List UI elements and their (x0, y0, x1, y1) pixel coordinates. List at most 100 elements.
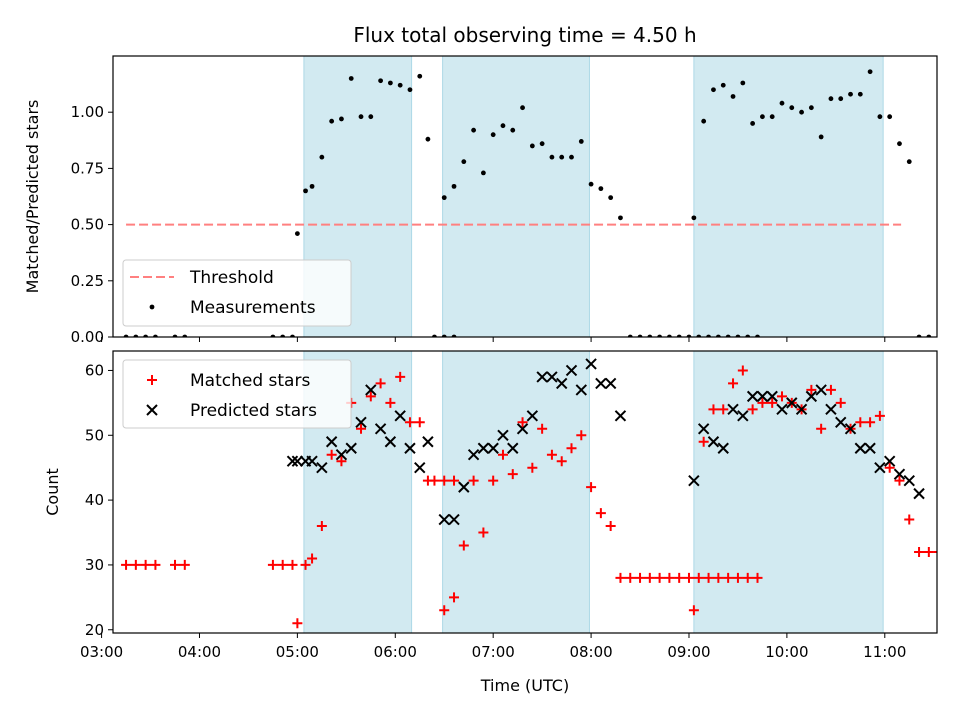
matched-star-point (644, 572, 655, 583)
matched-star-point (439, 475, 450, 486)
measurement-point (730, 94, 736, 99)
measurement-point (887, 114, 893, 120)
matched-star-point (718, 404, 729, 415)
predicted-star-point (825, 403, 837, 416)
measurement-point (397, 82, 403, 88)
measurement-point (329, 118, 335, 124)
measurement-point (740, 80, 746, 86)
predicted-star-point (756, 390, 769, 403)
measurement-point (618, 215, 623, 221)
observing-band (442, 351, 590, 633)
y-tick-label: 0.00 (71, 328, 104, 346)
legend-measurement-label: Measurements (190, 298, 316, 318)
matched-star-point (527, 462, 538, 473)
y-axis-label: Count (43, 468, 62, 516)
axes-frame (112, 55, 938, 338)
x-tick-label: 07:00 (472, 643, 515, 661)
matched-star-point (737, 365, 748, 376)
matched-star-point (517, 417, 528, 428)
matched-star-point (326, 449, 337, 460)
y-tick-label: 40 (85, 491, 104, 509)
matched-star-point (478, 527, 489, 538)
measurement-point (779, 100, 785, 106)
predicted-star-point (526, 410, 539, 422)
plot-area (121, 351, 937, 633)
matched-star-point (267, 559, 278, 570)
matched-star-point (865, 417, 876, 428)
measurement-point (818, 134, 824, 140)
legend: Matched stars Predicted stars (122, 359, 352, 429)
measurement-point (425, 136, 431, 142)
matched-star-point (375, 378, 386, 389)
matched-star-point (914, 546, 925, 557)
legend-matched-label: Matched stars (190, 371, 310, 391)
plot-area (123, 56, 932, 337)
observing-band (693, 351, 884, 633)
matched-star-point (449, 592, 460, 603)
y-tick-label: 0.75 (71, 159, 104, 177)
measurement-point (701, 118, 707, 124)
matched-star-point (806, 384, 817, 395)
matched-star-point (664, 572, 675, 583)
predicted-star-point (595, 377, 607, 390)
matched-star-point (130, 559, 141, 570)
matched-star-point (742, 572, 753, 583)
predicted-star-point (707, 436, 720, 448)
x-tick-label: 09:00 (667, 643, 710, 661)
matched-star-point (615, 572, 626, 583)
matched-star-point (698, 436, 709, 447)
measurement-point (309, 183, 315, 189)
matched-star-point (307, 553, 318, 564)
matched-star-point (654, 572, 665, 583)
predicted-star-point (306, 455, 318, 467)
measurement-point (319, 154, 325, 160)
legend-measurement-swatch (149, 304, 155, 310)
predicted-star-point (697, 423, 710, 435)
measurement-point (711, 87, 716, 93)
matched-star-point (708, 404, 719, 415)
matched-star-point (277, 559, 288, 570)
predicted-star-point (286, 455, 299, 467)
measurement-point (720, 82, 726, 88)
axes-frame (112, 350, 938, 634)
legend-predicted-swatch (146, 404, 158, 416)
measurement-point (510, 127, 516, 133)
predicted-star-point (422, 436, 434, 448)
matched-star-point (874, 410, 885, 421)
matched-star-point (449, 475, 460, 486)
measurement-point (368, 114, 374, 120)
matched-star-point (713, 572, 724, 583)
matched-star-point (300, 559, 311, 570)
measurement-point (897, 141, 902, 147)
measurement-point (303, 188, 308, 194)
predicted-star-point (766, 390, 778, 403)
measurement-point (906, 159, 912, 165)
predicted-star-point (374, 423, 387, 435)
measurement-point (789, 105, 795, 111)
x-tick-label: 04:00 (178, 643, 221, 661)
predicted-star-point (815, 384, 827, 396)
x-tick-label: 05:00 (276, 643, 319, 661)
measurement-point (598, 186, 604, 192)
measurement-point (339, 116, 344, 122)
predicted-star-point (614, 410, 627, 422)
measurement-point (848, 91, 853, 97)
predicted-star-point (414, 461, 426, 474)
x-tick-label: 10:00 (765, 643, 808, 661)
matched-star-point (586, 482, 597, 493)
predicted-star-point (365, 384, 377, 396)
predicted-star-point (291, 455, 304, 467)
matched-star-point (767, 397, 778, 408)
measurement-point (549, 154, 555, 160)
measurement-point (808, 105, 814, 111)
measurement-point (769, 114, 775, 120)
predicted-star-point (585, 358, 597, 370)
observing-band (442, 56, 590, 337)
matched-star-point (688, 605, 699, 616)
predicted-star-point (604, 377, 617, 390)
matched-star-point (728, 378, 739, 389)
matched-star-point (747, 404, 758, 415)
matched-star-point (816, 423, 827, 434)
measurement-point (608, 195, 614, 201)
